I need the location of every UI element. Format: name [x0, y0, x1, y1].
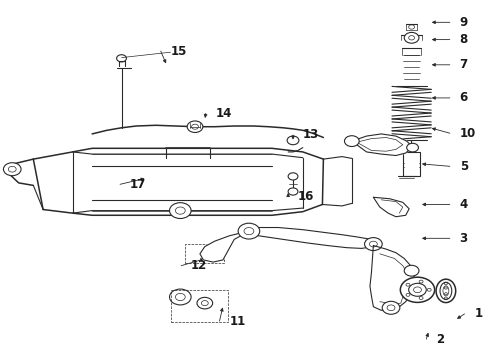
Text: 14: 14 — [216, 107, 232, 120]
Circle shape — [197, 297, 213, 309]
Circle shape — [400, 277, 435, 302]
Polygon shape — [370, 246, 414, 310]
Circle shape — [404, 265, 419, 276]
Text: 2: 2 — [436, 333, 444, 346]
Circle shape — [344, 136, 359, 147]
Bar — [185, 244, 224, 263]
Circle shape — [288, 188, 298, 195]
Text: 15: 15 — [171, 45, 187, 58]
Text: 11: 11 — [229, 315, 245, 328]
Circle shape — [407, 143, 418, 152]
Text: 16: 16 — [298, 190, 314, 203]
Circle shape — [238, 223, 260, 239]
Circle shape — [170, 203, 191, 219]
Text: 3: 3 — [460, 232, 468, 245]
Circle shape — [170, 289, 191, 305]
Text: 5: 5 — [460, 160, 468, 173]
Circle shape — [382, 301, 400, 314]
Text: 9: 9 — [460, 16, 468, 29]
Circle shape — [205, 249, 217, 258]
Bar — [403, 152, 420, 176]
Ellipse shape — [436, 279, 456, 302]
Text: 13: 13 — [303, 129, 319, 141]
Bar — [171, 290, 228, 322]
Circle shape — [287, 136, 299, 145]
Circle shape — [365, 238, 382, 251]
Circle shape — [3, 163, 21, 176]
Polygon shape — [373, 197, 409, 217]
Polygon shape — [352, 134, 413, 156]
Circle shape — [404, 32, 419, 43]
Text: 4: 4 — [460, 198, 468, 211]
Circle shape — [187, 121, 203, 132]
Circle shape — [288, 173, 298, 180]
Text: 6: 6 — [460, 91, 468, 104]
Polygon shape — [200, 232, 244, 262]
Text: 8: 8 — [460, 33, 468, 46]
Text: 1: 1 — [474, 307, 483, 320]
Text: 17: 17 — [130, 178, 146, 191]
Polygon shape — [244, 228, 373, 248]
Text: 12: 12 — [191, 259, 207, 272]
Text: 10: 10 — [460, 127, 476, 140]
Text: 7: 7 — [460, 58, 468, 71]
